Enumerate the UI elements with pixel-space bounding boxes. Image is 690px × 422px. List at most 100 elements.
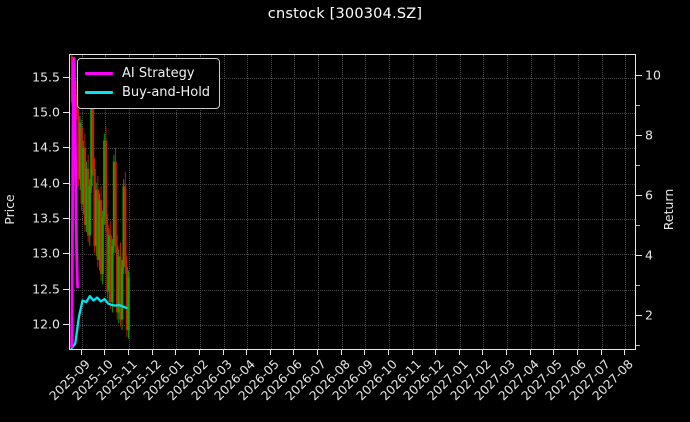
candlestick-body xyxy=(127,277,130,331)
legend-swatch-ai-strategy xyxy=(85,71,113,76)
x-axis-tick-mark xyxy=(506,350,508,355)
candlestick-body xyxy=(112,161,116,246)
candlestick-body xyxy=(85,168,88,225)
y-axis-left-tick-mark xyxy=(63,253,69,255)
chart-title: cnstock [300304.SZ] xyxy=(267,6,423,22)
y-axis-right-tick-mark xyxy=(636,195,642,196)
candlestick-body xyxy=(96,189,99,260)
y-axis-left-tick-label: 15.5 xyxy=(32,69,60,85)
y-axis-left-tick-label: 12.0 xyxy=(32,316,60,332)
x-axis-tick-mark xyxy=(529,350,531,355)
y-axis-right-minor-tick xyxy=(636,224,640,226)
x-axis-tick-mark xyxy=(151,350,153,355)
candlestick-body xyxy=(117,256,120,313)
x-axis-tick-mark xyxy=(624,350,626,355)
x-axis-tick-mark xyxy=(482,350,484,355)
candlestick-body xyxy=(116,245,119,313)
candlestick-body xyxy=(98,200,101,260)
candlestick-body xyxy=(107,235,111,292)
x-axis-tick-mark xyxy=(269,350,271,355)
x-axis-tick-mark xyxy=(293,350,295,355)
x-axis-tick-mark xyxy=(222,350,224,355)
candlestick-body xyxy=(120,266,124,320)
legend-item-ai-strategy[interactable]: AI Strategy xyxy=(85,64,210,83)
x-axis-tick-mark xyxy=(411,350,413,355)
y-axis-right-tick-mark xyxy=(636,135,642,137)
candlestick-body xyxy=(122,186,125,267)
series-layer xyxy=(70,55,130,349)
x-axis-tick-mark xyxy=(246,350,248,355)
candlestick-body xyxy=(109,235,112,302)
legend-item-buy-and-hold[interactable]: Buy-and-Hold xyxy=(85,83,210,102)
y-axis-right-minor-tick xyxy=(636,105,640,107)
candlestick-body xyxy=(99,200,103,274)
candlestick-body xyxy=(104,140,108,225)
y-axis-right-tick-label: 10 xyxy=(645,67,661,83)
candlestick-body xyxy=(80,126,83,204)
y-axis-left-tick-mark xyxy=(63,182,69,184)
candlestick-body xyxy=(106,224,109,292)
candlestick-body xyxy=(95,189,98,246)
y-axis-right-minor-tick xyxy=(636,344,640,346)
candlestick-body xyxy=(82,147,85,204)
candlestick-body xyxy=(103,140,106,218)
series-line-buy-and-hold xyxy=(70,294,128,349)
x-axis-tick-mark xyxy=(198,350,200,355)
chart-legend[interactable]: AI Strategy Buy-and-Hold xyxy=(77,58,221,109)
candlestick-body xyxy=(90,98,93,187)
candlestick-body xyxy=(88,186,91,236)
candlestick-body xyxy=(93,168,96,246)
y-axis-left-tick-mark xyxy=(63,147,69,149)
y-axis-right-minor-tick xyxy=(636,284,640,286)
y-axis-right-tick-label: 8 xyxy=(645,127,653,143)
y-axis-left-tick-mark xyxy=(63,323,69,325)
x-axis-tick-mark xyxy=(553,350,555,355)
candlestick-body xyxy=(124,186,127,267)
y-axis-left-tick-label: 14.0 xyxy=(32,175,60,191)
y-axis-left-tick-mark xyxy=(63,111,69,113)
y-axis-right-tick-label: 6 xyxy=(645,187,653,203)
candlestick-body xyxy=(114,161,117,246)
series-line-ai-strategy xyxy=(70,56,79,349)
candlestick-body xyxy=(75,94,78,117)
y-axis-left-tick-label: 15.0 xyxy=(32,104,60,120)
y-axis-right-tick-mark xyxy=(636,75,642,77)
y-axis-left-tick-label: 13.5 xyxy=(32,210,60,226)
legend-label-buy-and-hold: Buy-and-Hold xyxy=(122,85,211,100)
y-axis-left-tick-mark xyxy=(63,288,69,290)
y-axis-left-tick-mark xyxy=(63,76,69,78)
x-axis-tick-mark xyxy=(576,350,578,355)
x-axis-tick-mark xyxy=(317,350,319,355)
y-axis-right-minor-tick xyxy=(636,165,640,166)
candlestick-body xyxy=(111,245,114,302)
legend-swatch-buy-and-hold xyxy=(85,90,113,95)
candlestick-body xyxy=(101,217,104,274)
candlestick-body xyxy=(77,116,80,180)
candlestick-body xyxy=(86,168,90,236)
y-axis-left-tick-label: 14.5 xyxy=(32,139,60,155)
candlestick-body xyxy=(91,98,95,169)
x-axis-tick-mark xyxy=(175,350,177,355)
x-axis-tick-mark xyxy=(128,350,130,355)
candlestick-body xyxy=(78,123,82,180)
legend-label-ai-strategy: AI Strategy xyxy=(122,66,195,81)
x-axis-tick-mark xyxy=(458,350,460,355)
x-axis-tick-mark xyxy=(340,350,342,355)
y-axis-left-tick-label: 12.5 xyxy=(32,281,60,296)
y-axis-right-tick-label: 2 xyxy=(645,307,653,323)
candlestick-body xyxy=(119,256,122,320)
x-axis-tick-mark xyxy=(387,350,389,355)
x-axis-tick-mark xyxy=(600,350,602,355)
y-axis-left-tick-mark xyxy=(63,217,69,219)
x-axis-tick-mark xyxy=(80,350,82,355)
y-axis-right-tick-mark xyxy=(636,254,642,256)
x-axis-tick-mark xyxy=(364,350,366,355)
x-axis-tick-mark xyxy=(104,350,106,355)
y-axis-right-tick-mark xyxy=(636,314,642,316)
candlestick-body xyxy=(125,266,129,331)
candlestick-body xyxy=(83,147,87,225)
y-axis-right-tick-label: 4 xyxy=(645,247,653,263)
x-axis-tick-mark xyxy=(435,350,437,355)
y-axis-left-tick-label: 13.0 xyxy=(32,245,60,261)
